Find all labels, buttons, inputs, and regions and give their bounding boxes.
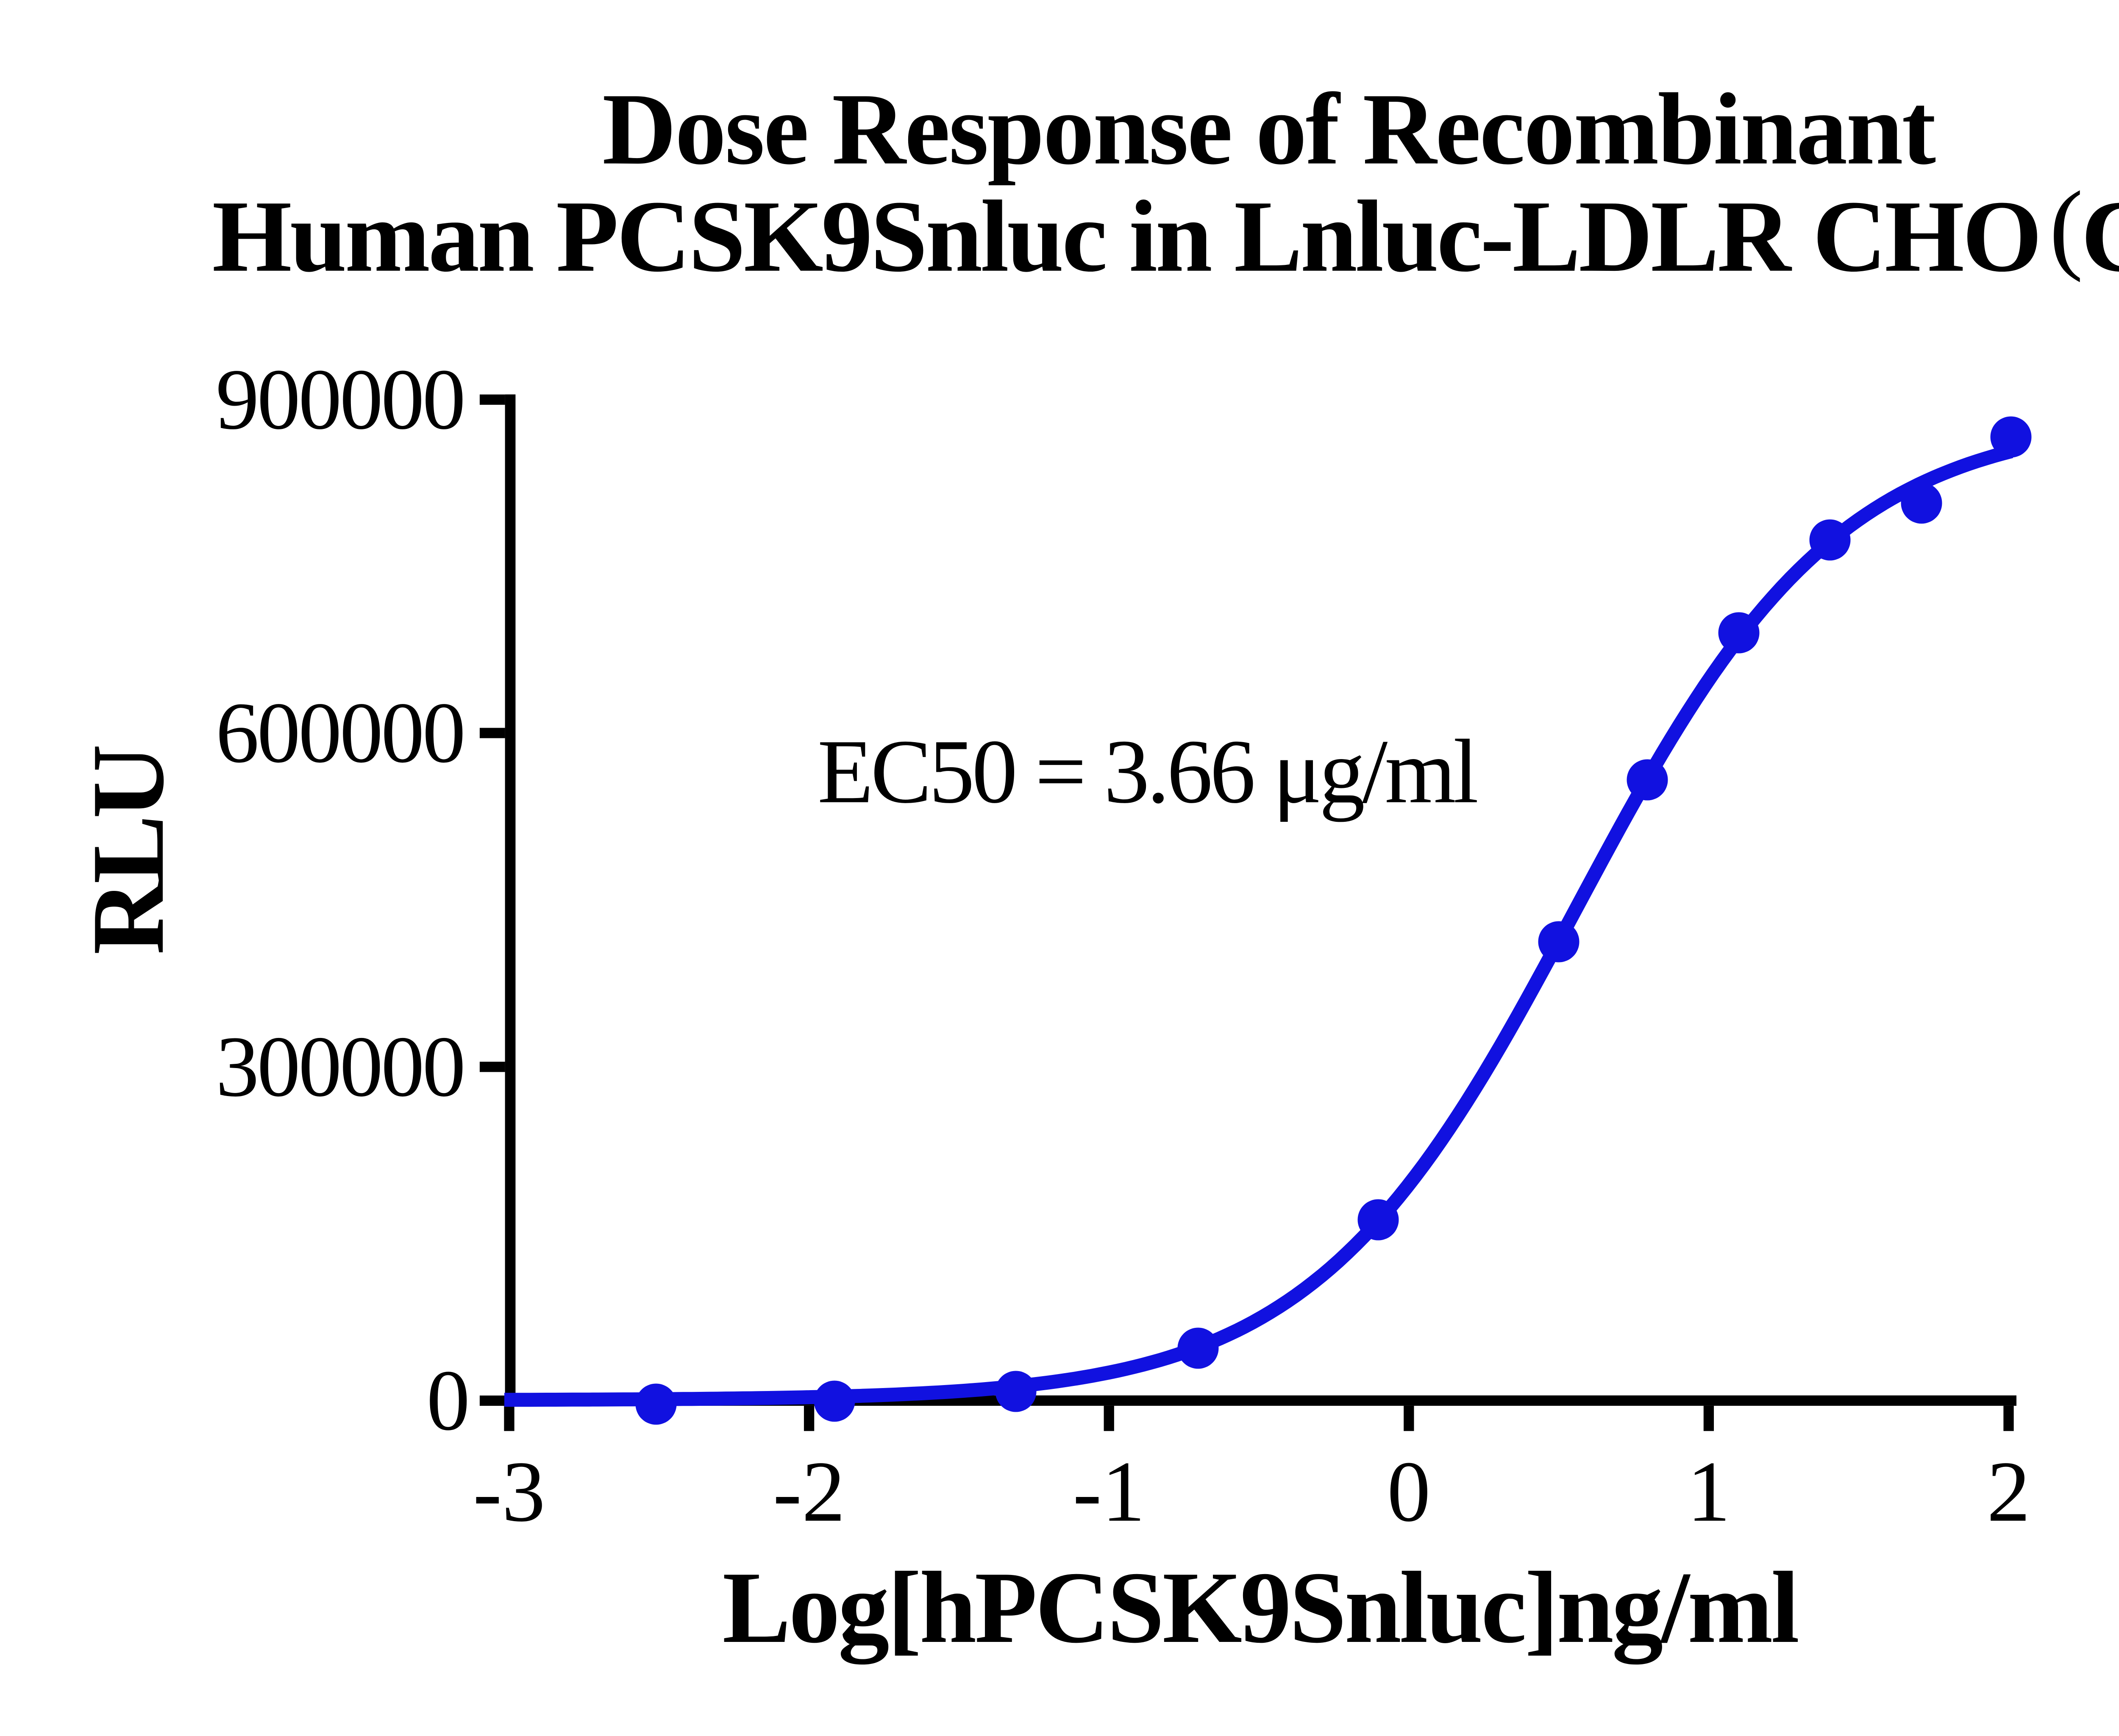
svg-text:Log[hPCSK9Snluc]ng/ml: Log[hPCSK9Snluc]ng/ml (723, 1551, 1798, 1664)
svg-text:EC50 = 3.66 μg/ml: EC50 = 3.66 μg/ml (818, 721, 1477, 822)
svg-text:RLU: RLU (71, 746, 185, 955)
svg-text:Human PCSK9Snluc in Lnluc-LDLR: Human PCSK9Snluc in Lnluc-LDLR CHO(C10) (212, 170, 2119, 293)
svg-text:300000: 300000 (216, 1018, 464, 1115)
svg-text:0: 0 (427, 1352, 470, 1449)
svg-text:1: 1 (1687, 1444, 1731, 1540)
svg-text:-2: -2 (773, 1444, 845, 1540)
svg-text:900000: 900000 (216, 351, 464, 448)
svg-text:-3: -3 (473, 1444, 545, 1540)
svg-text:2: 2 (1987, 1444, 2030, 1540)
svg-text:600000: 600000 (216, 685, 464, 781)
svg-text:-1: -1 (1073, 1444, 1145, 1540)
svg-text:0: 0 (1387, 1444, 1431, 1540)
svg-text:Dose Response of Recombinant: Dose Response of Recombinant (602, 72, 1935, 186)
